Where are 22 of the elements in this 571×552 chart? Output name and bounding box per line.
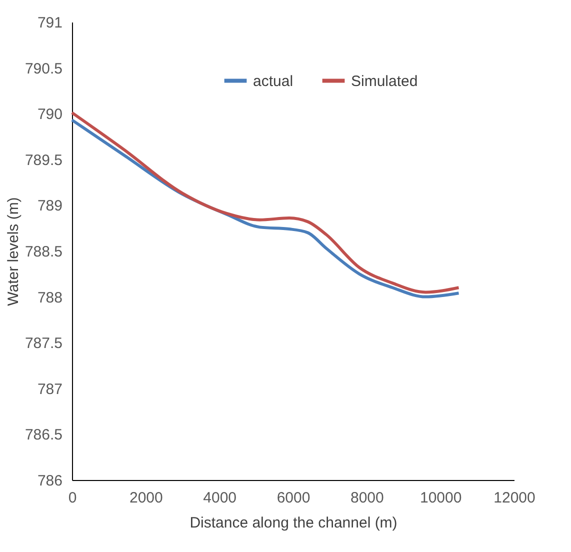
x-tick-label: 4000 bbox=[203, 490, 237, 506]
x-tick-label: 2000 bbox=[129, 490, 163, 506]
x-tick-label: 6000 bbox=[276, 490, 310, 506]
legend-label: Simulated bbox=[351, 72, 418, 90]
x-axis-title: Distance along the channel (m) bbox=[190, 514, 398, 532]
y-axis-title: Water levels (m) bbox=[4, 197, 22, 306]
y-tick-label: 786.5 bbox=[24, 426, 62, 444]
y-tick-label: 788 bbox=[37, 289, 62, 306]
x-tick-label: 12000 bbox=[494, 490, 536, 506]
legend-label: actual bbox=[253, 72, 294, 90]
x-tick-label: 10000 bbox=[420, 490, 462, 506]
y-tick-label: 787.5 bbox=[24, 335, 62, 352]
x-tick-label: 0 bbox=[68, 490, 77, 506]
x-tick-label: 8000 bbox=[350, 490, 384, 506]
y-tick-label: 789 bbox=[37, 198, 62, 215]
y-tick-label: 790.5 bbox=[24, 60, 62, 78]
y-tick-label: 788.5 bbox=[24, 244, 62, 260]
y-tick-label: 789.5 bbox=[24, 152, 62, 169]
y-tick-label: 791 bbox=[37, 14, 62, 32]
y-tick-label: 790 bbox=[37, 106, 62, 124]
y-tick-label: 786 bbox=[37, 472, 62, 490]
y-tick-label: 787 bbox=[37, 380, 62, 398]
